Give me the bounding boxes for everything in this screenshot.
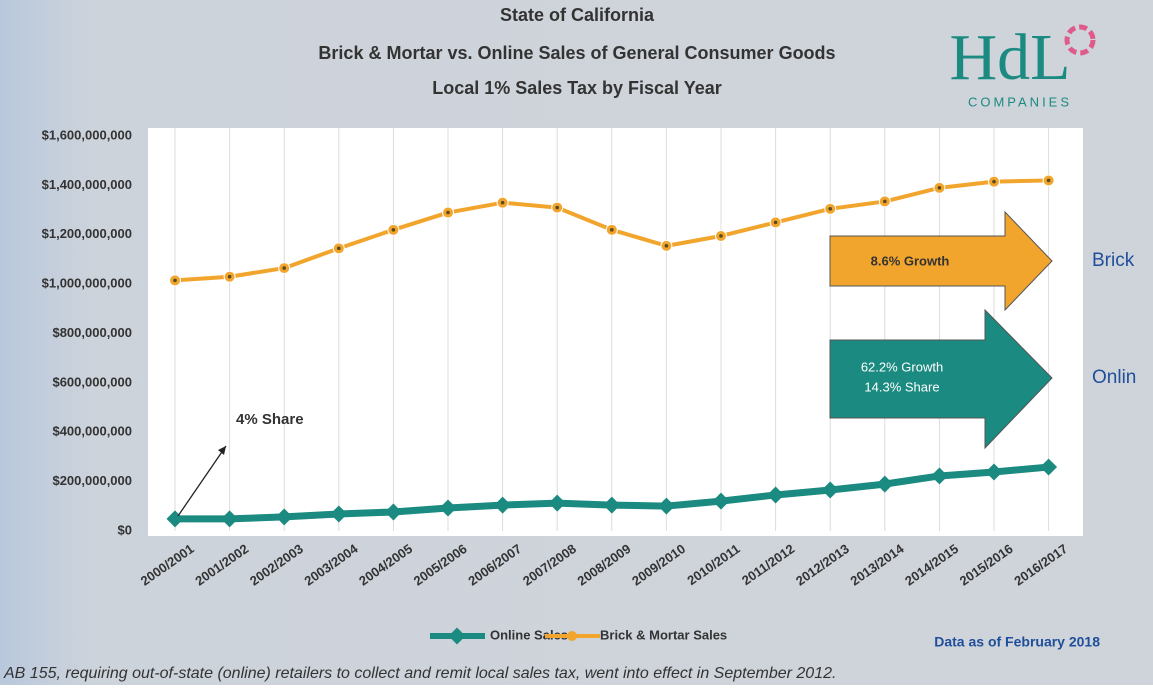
point xyxy=(985,463,1003,481)
logo-tagline: COMPANIES xyxy=(968,94,1072,109)
point xyxy=(821,481,839,499)
annotation: 62.2% Growth xyxy=(861,359,943,374)
point-center xyxy=(500,200,505,205)
point xyxy=(657,497,675,515)
point xyxy=(930,467,948,485)
point-center xyxy=(773,220,778,225)
growth-arrow xyxy=(829,308,1053,450)
source-note: Data as of February 2018 xyxy=(934,634,1100,650)
logo-icon xyxy=(1064,24,1096,56)
legend-label: Brick & Mortar Sales xyxy=(600,627,727,642)
y-tick-label: $400,000,000 xyxy=(52,424,132,439)
legend-label: Online Sales xyxy=(490,627,568,642)
point-center xyxy=(555,205,559,210)
annotation-arrow xyxy=(177,445,227,517)
point-center xyxy=(391,228,396,232)
point xyxy=(439,499,457,517)
point xyxy=(767,486,785,504)
point xyxy=(603,496,621,514)
plot-area xyxy=(148,128,1083,536)
point-center xyxy=(828,207,832,211)
annotation: 14.3% Share xyxy=(864,379,939,394)
legend-marker xyxy=(567,631,577,641)
point-center xyxy=(664,244,669,248)
annotation-arrowhead xyxy=(218,446,226,455)
point-center xyxy=(173,278,177,283)
y-tick-label: $200,000,000 xyxy=(52,473,132,488)
point-center xyxy=(610,228,614,232)
point-center xyxy=(227,274,232,279)
point xyxy=(876,475,894,493)
logo: HdL xyxy=(950,21,1071,94)
side-label: Brick xyxy=(1092,250,1135,271)
point-center xyxy=(337,246,341,251)
y-tick-label: $800,000,000 xyxy=(52,325,132,340)
point-center xyxy=(719,234,723,238)
side-label: Onlin xyxy=(1092,367,1136,388)
legend-marker xyxy=(448,627,466,645)
point-center xyxy=(282,266,287,270)
y-tick-label: $600,000,000 xyxy=(52,374,132,389)
annotation: 4% Share xyxy=(236,411,304,428)
y-tick-label: $1,200,000,000 xyxy=(42,226,132,241)
growth-arrow xyxy=(829,210,1053,312)
y-tick-label: $1,000,000,000 xyxy=(42,276,132,291)
point xyxy=(712,492,730,510)
point-center xyxy=(937,186,942,190)
point xyxy=(494,496,512,514)
y-tick-label: $1,600,000,000 xyxy=(42,127,132,142)
point-center xyxy=(992,179,996,184)
annotation: 8.6% Growth xyxy=(871,253,950,268)
y-tick-label: $1,400,000,000 xyxy=(42,177,132,192)
point-center xyxy=(883,199,887,204)
chart-title: State of California xyxy=(500,5,655,25)
footnote: AB 155, requiring out-of-state (online) … xyxy=(3,665,836,682)
point-center xyxy=(1046,178,1051,183)
point xyxy=(548,494,566,512)
point-center xyxy=(446,210,450,215)
chart-subtitle: Brick & Mortar vs. Online Sales of Gener… xyxy=(318,43,835,63)
y-tick-label: $0 xyxy=(118,522,132,537)
point xyxy=(221,510,239,528)
point xyxy=(330,505,348,523)
chart-subtitle: Local 1% Sales Tax by Fiscal Year xyxy=(432,78,722,98)
